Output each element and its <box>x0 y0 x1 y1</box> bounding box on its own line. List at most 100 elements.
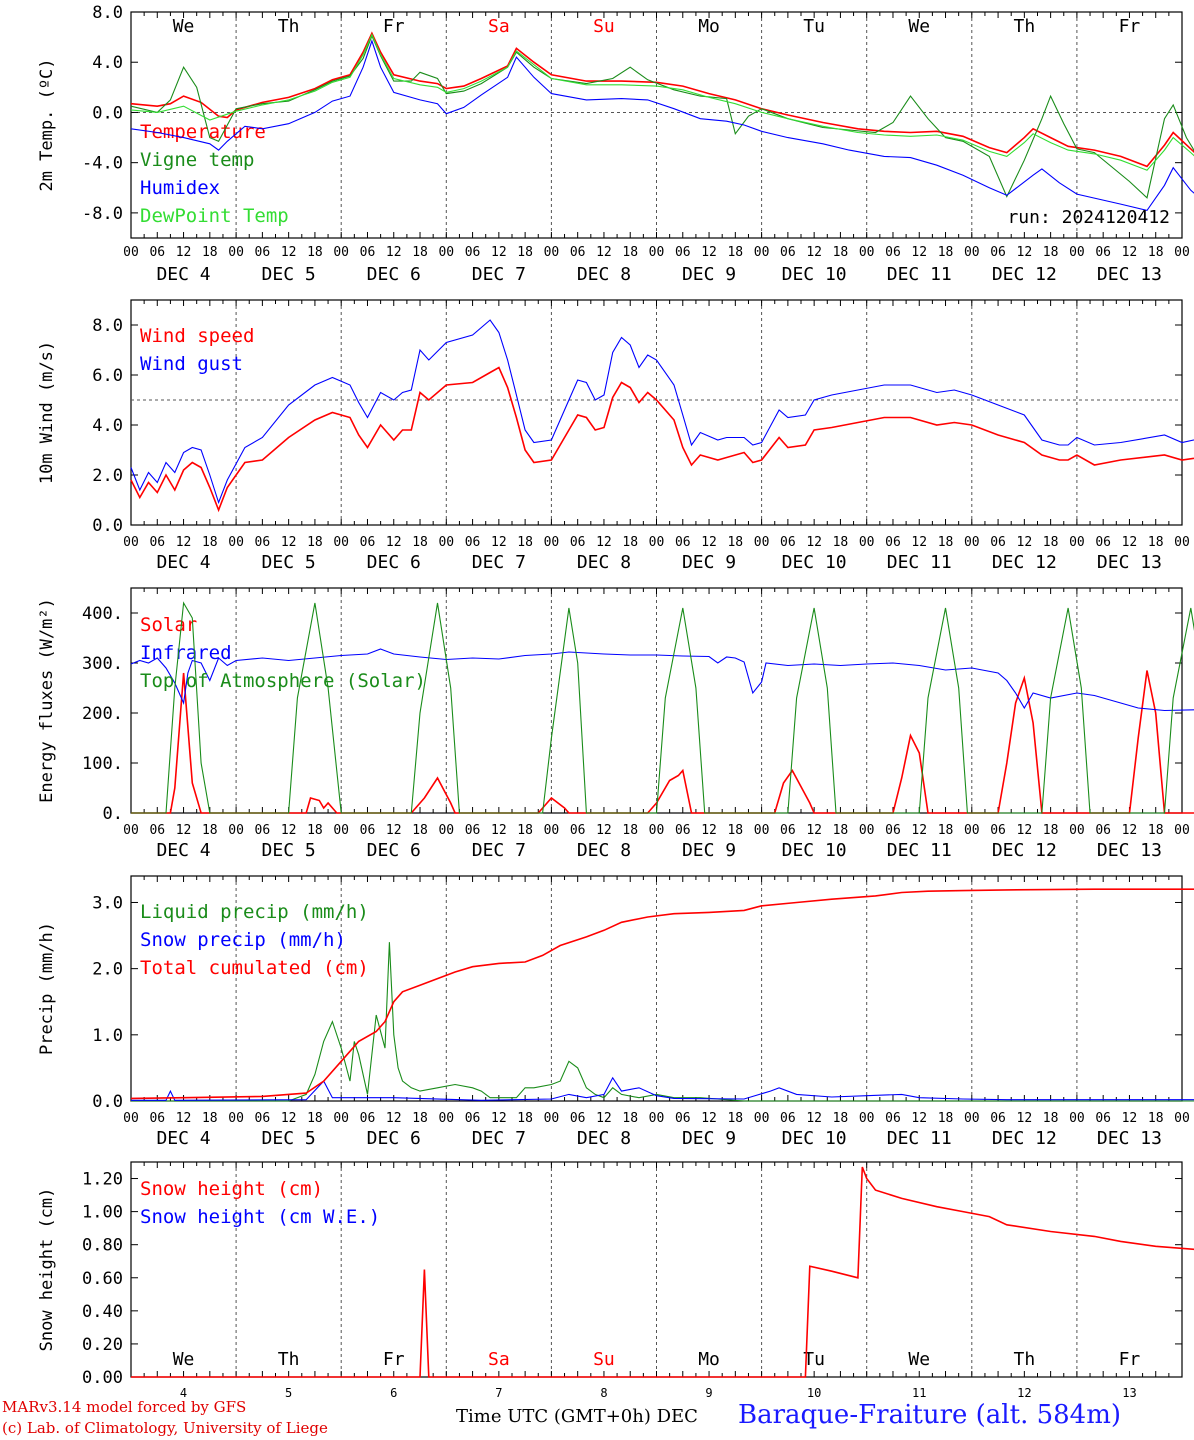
y-tick-label: 2.0 <box>92 466 123 486</box>
y-tick-label: 0.0 <box>92 516 123 536</box>
weekday-label: Fr <box>383 1349 405 1370</box>
legend-entry: Infrared <box>140 642 232 664</box>
y-tick-label: 4.0 <box>92 53 123 73</box>
x-hour-label: 06 <box>885 823 901 838</box>
x-hour-label: 00 <box>333 245 349 260</box>
x-date-label: DEC 5 <box>262 264 316 285</box>
x-hour-label: 18 <box>938 823 954 838</box>
x-date-label: DEC 5 <box>262 1128 316 1149</box>
legend-entry: Temperature <box>140 121 266 143</box>
weekday-label: We <box>908 16 930 37</box>
day-number-label: 7 <box>495 1386 502 1400</box>
weekday-label: Mo <box>698 16 720 37</box>
x-date-label: DEC 12 <box>992 264 1057 285</box>
x-hour-label: 12 <box>1122 1111 1138 1126</box>
x-date-label: DEC 4 <box>156 264 210 285</box>
y-tick-label: 100. <box>82 754 123 774</box>
x-hour-label: 12 <box>1017 823 1033 838</box>
weekday-label: Sa <box>488 1349 510 1370</box>
x-hour-label: 00 <box>228 823 244 838</box>
x-hour-label: 00 <box>438 245 454 260</box>
panel-energy: 400. 300. 200. 100. 0. Energy fluxes (W/m²) 00… <box>37 587 1194 861</box>
series-line-liquid-precip-mm-h- <box>131 942 1194 1102</box>
x-date-label: DEC 11 <box>887 840 952 861</box>
series-line-top-of-atmosphere-solar- <box>131 601 1194 814</box>
weekday-label: Mo <box>698 1349 720 1370</box>
x-hour-label: 06 <box>1095 245 1111 260</box>
weekday-label: Su <box>593 1349 615 1370</box>
x-hour-label: 06 <box>780 245 796 260</box>
legend-entry: Solar <box>140 614 197 636</box>
x-hour-label: 00 <box>859 245 875 260</box>
lab-credit: (c) Lab. of Climatology, University of L… <box>2 1419 328 1437</box>
x-hour-label: 12 <box>176 823 192 838</box>
x-hour-label: 18 <box>1043 245 1059 260</box>
y-axis-label: Precip (mm/h) <box>37 922 57 1055</box>
x-hour-label: 00 <box>228 535 244 550</box>
weekday-label: Th <box>278 16 300 37</box>
x-hour-label: 18 <box>202 1111 218 1126</box>
x-hour-label: 00 <box>649 535 665 550</box>
x-hour-label: 12 <box>281 1111 297 1126</box>
series-line-total-cumulated-cm- <box>130 888 1194 1100</box>
x-hour-label: 00 <box>123 535 139 550</box>
x-hour-label: 12 <box>386 245 402 260</box>
legend-entry: Snow precip (mm/h) <box>140 929 346 951</box>
x-date-label: DEC 12 <box>992 1128 1057 1149</box>
x-hour-label: 18 <box>517 1111 533 1126</box>
x-hour-label: 00 <box>438 823 454 838</box>
x-hour-label: 06 <box>570 535 586 550</box>
x-date-label: DEC 4 <box>156 552 210 573</box>
x-hour-label: 00 <box>544 535 560 550</box>
day-number-label: 11 <box>912 1386 926 1400</box>
x-hour-label: 00 <box>649 1111 665 1126</box>
x-hour-label: 18 <box>1148 535 1164 550</box>
x-date-label: DEC 10 <box>782 552 847 573</box>
x-hour-label: 18 <box>727 535 743 550</box>
legend-entry: Wind gust <box>140 353 243 375</box>
day-number-label: 9 <box>705 1386 712 1400</box>
x-hour-label: 00 <box>649 823 665 838</box>
x-hour-label: 00 <box>754 1111 770 1126</box>
x-hour-label: 06 <box>990 245 1006 260</box>
x-hour-label: 12 <box>176 1111 192 1126</box>
x-hour-label: 00 <box>964 245 980 260</box>
x-date-label: DEC 11 <box>887 552 952 573</box>
plot-frame <box>130 587 1183 814</box>
x-hour-label: 12 <box>281 823 297 838</box>
model-credit: MARv3.14 model forced by GFS <box>2 1398 247 1416</box>
weekday-label: Tu <box>803 16 825 37</box>
x-hour-label: 18 <box>727 1111 743 1126</box>
series-line-humidex <box>130 39 1194 212</box>
x-hour-label: 18 <box>202 535 218 550</box>
x-hour-label: 06 <box>675 535 691 550</box>
x-hour-label: 00 <box>438 535 454 550</box>
x-hour-label: 06 <box>255 823 271 838</box>
x-hour-label: 00 <box>333 535 349 550</box>
x-hour-label: 06 <box>465 245 481 260</box>
x-hour-label: 12 <box>596 1111 612 1126</box>
y-tick-label: 0.80 <box>82 1236 123 1256</box>
x-date-label: DEC 6 <box>367 840 421 861</box>
x-hour-label: 18 <box>727 823 743 838</box>
legend-entry: Total cumulated (cm) <box>140 957 369 979</box>
x-hour-label: 00 <box>754 535 770 550</box>
x-date-label: DEC 8 <box>577 264 631 285</box>
x-hour-label: 12 <box>701 823 717 838</box>
x-hour-label: 18 <box>622 535 638 550</box>
x-hour-label: 00 <box>1174 245 1190 260</box>
x-date-label: DEC 8 <box>577 840 631 861</box>
x-hour-label: 00 <box>1069 535 1085 550</box>
x-hour-label: 00 <box>859 823 875 838</box>
x-hour-label: 06 <box>780 1111 796 1126</box>
series-line-solar <box>131 670 1194 814</box>
x-hour-label: 06 <box>675 823 691 838</box>
x-hour-label: 00 <box>123 1111 139 1126</box>
weekday-label: Fr <box>1119 1349 1141 1370</box>
legend-entry: Vigne temp <box>140 149 254 171</box>
x-hour-label: 06 <box>990 1111 1006 1126</box>
x-hour-label: 12 <box>806 245 822 260</box>
x-hour-label: 06 <box>1095 535 1111 550</box>
x-hour-label: 18 <box>833 1111 849 1126</box>
x-hour-label: 00 <box>1174 535 1190 550</box>
